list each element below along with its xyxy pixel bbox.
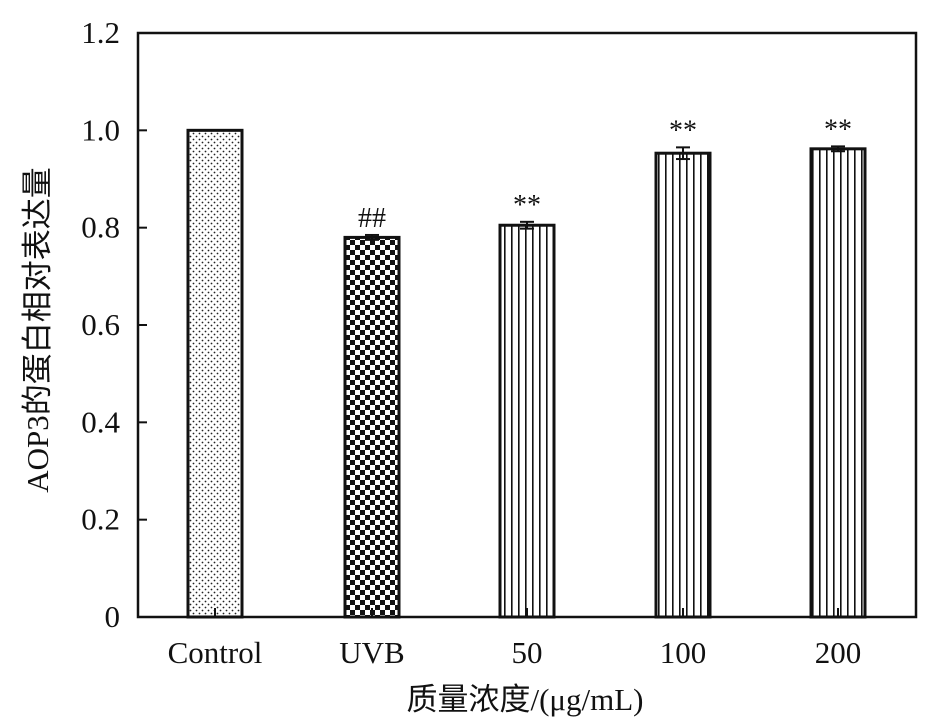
y-tick-label: 0.4	[81, 404, 120, 439]
x-tick-label-200: 200	[815, 635, 862, 670]
y-tick-label: 0.8	[81, 210, 120, 245]
x-tick-label-50: 50	[512, 635, 543, 670]
error-bar-100	[676, 146, 690, 161]
error-bar-200	[831, 145, 845, 153]
error-bar-uvb	[365, 233, 379, 241]
significance-label-100: **	[669, 115, 697, 146]
significance-label-200: **	[824, 114, 852, 145]
y-tick-label: 0.2	[81, 502, 120, 537]
y-axis-title: AOP3的蛋白相对表达量	[20, 167, 55, 493]
y-tick-label: 0	[105, 599, 121, 634]
bar-uvb	[343, 235, 401, 619]
x-axis-title: 质量浓度/(μg/mL)	[406, 682, 643, 717]
bar-200	[809, 147, 867, 619]
significance-label-uvb: ##	[358, 203, 386, 234]
y-tick-label: 0.6	[81, 307, 120, 342]
x-tick-label-uvb: UVB	[339, 635, 404, 670]
bars-layer	[186, 128, 867, 619]
axes-layer	[136, 31, 918, 619]
significance-label-50: **	[513, 190, 541, 221]
y-tick-label: 1.2	[81, 15, 120, 50]
x-tick-label-control: Control	[168, 635, 263, 670]
x-tick-label-100: 100	[660, 635, 707, 670]
y-tick-label: 1.0	[81, 112, 120, 147]
bar-100	[654, 151, 712, 619]
labels-layer: Control ## UVB ** 50 ** 100 ** 200 0 0.2 0.4 0.6 0.8 1…	[81, 15, 861, 670]
bar-control	[186, 128, 244, 619]
bar-50	[498, 223, 556, 619]
error-bar-50	[520, 220, 534, 230]
